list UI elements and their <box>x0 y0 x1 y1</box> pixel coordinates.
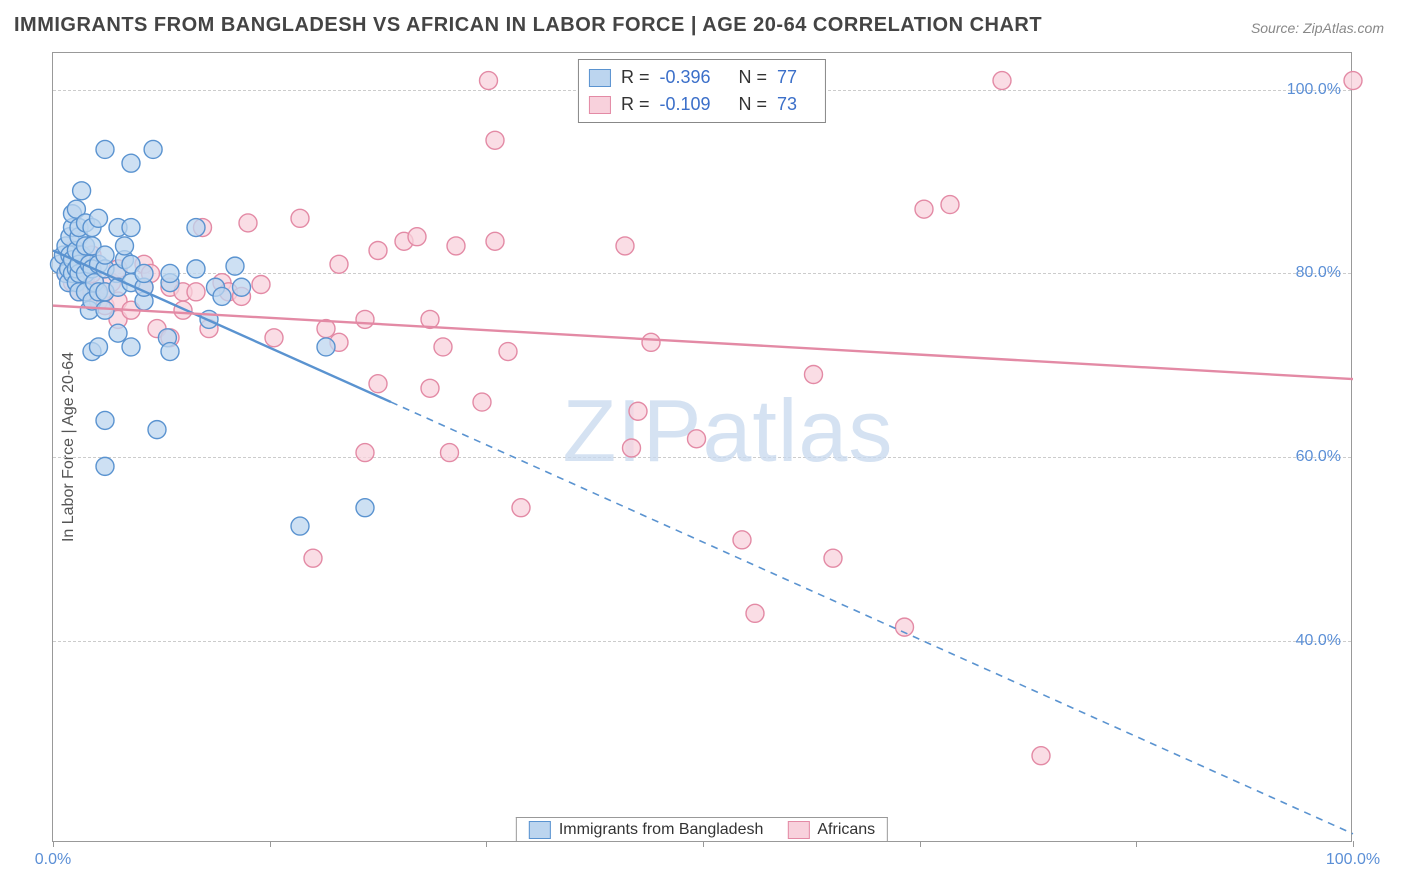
r-value-0: -0.396 <box>659 64 710 91</box>
data-point <box>480 72 498 90</box>
data-point <box>1032 747 1050 765</box>
x-tick-mark <box>270 841 271 847</box>
source-attribution: Source: ZipAtlas.com <box>1251 20 1384 36</box>
legend-bottom-swatch-1 <box>787 821 809 839</box>
data-point <box>122 154 140 172</box>
data-point <box>993 72 1011 90</box>
n-value-1: 73 <box>777 91 797 118</box>
data-point <box>824 549 842 567</box>
chart-plot-area: In Labor Force | Age 20-64 40.0%60.0%80.… <box>52 52 1352 842</box>
correlation-legend: R = -0.396 N = 77 R = -0.109 N = 73 <box>578 59 826 123</box>
data-point <box>122 219 140 237</box>
data-point <box>122 338 140 356</box>
data-point <box>616 237 634 255</box>
data-point <box>512 499 530 517</box>
series-name-0: Immigrants from Bangladesh <box>559 821 764 839</box>
chart-title: IMMIGRANTS FROM BANGLADESH VS AFRICAN IN… <box>14 14 1042 37</box>
data-point <box>421 379 439 397</box>
data-point <box>486 232 504 250</box>
x-tick-mark <box>1353 841 1354 847</box>
data-point <box>135 264 153 282</box>
legend-row-series-0: R = -0.396 N = 77 <box>589 64 815 91</box>
data-point <box>915 200 933 218</box>
data-point <box>73 182 91 200</box>
scatter-plot-svg <box>53 53 1351 841</box>
data-point <box>90 338 108 356</box>
x-tick-mark <box>920 841 921 847</box>
data-point <box>226 257 244 275</box>
x-tick-label: 0.0% <box>35 851 71 869</box>
data-point <box>642 333 660 351</box>
data-point <box>1344 72 1362 90</box>
data-point <box>623 439 641 457</box>
data-point <box>187 283 205 301</box>
series-name-1: Africans <box>817 821 875 839</box>
data-point <box>144 140 162 158</box>
data-point <box>805 366 823 384</box>
data-point <box>408 228 426 246</box>
data-point <box>96 411 114 429</box>
n-value-0: 77 <box>777 64 797 91</box>
data-point <box>174 301 192 319</box>
trend-line-dashed <box>391 402 1353 834</box>
series-legend: Immigrants from Bangladesh Africans <box>516 817 888 841</box>
source-label: Source: <box>1251 20 1299 36</box>
data-point <box>486 131 504 149</box>
data-point <box>317 338 335 356</box>
data-point <box>265 329 283 347</box>
data-point <box>629 402 647 420</box>
legend-item-1: Africans <box>787 821 875 839</box>
data-point <box>330 255 348 273</box>
legend-item-0: Immigrants from Bangladesh <box>529 821 764 839</box>
data-point <box>356 499 374 517</box>
data-point <box>96 246 114 264</box>
data-point <box>96 457 114 475</box>
data-point <box>148 421 166 439</box>
data-point <box>746 604 764 622</box>
x-tick-mark <box>486 841 487 847</box>
trend-line-solid <box>53 306 1353 379</box>
data-point <box>291 517 309 535</box>
source-value: ZipAtlas.com <box>1303 20 1384 36</box>
data-point <box>90 209 108 227</box>
legend-row-series-1: R = -0.109 N = 73 <box>589 91 815 118</box>
data-point <box>499 343 517 361</box>
data-point <box>447 237 465 255</box>
legend-bottom-swatch-0 <box>529 821 551 839</box>
data-point <box>187 219 205 237</box>
legend-swatch-0 <box>589 69 611 87</box>
data-point <box>291 209 309 227</box>
data-point <box>369 242 387 260</box>
data-point <box>356 444 374 462</box>
data-point <box>733 531 751 549</box>
x-tick-mark <box>703 841 704 847</box>
data-point <box>441 444 459 462</box>
data-point <box>213 287 231 305</box>
r-value-1: -0.109 <box>659 91 710 118</box>
data-point <box>941 196 959 214</box>
data-point <box>161 343 179 361</box>
data-point <box>233 278 251 296</box>
data-point <box>109 324 127 342</box>
data-point <box>252 275 270 293</box>
x-tick-mark <box>1136 841 1137 847</box>
data-point <box>688 430 706 448</box>
data-point <box>187 260 205 278</box>
data-point <box>96 301 114 319</box>
data-point <box>434 338 452 356</box>
data-point <box>356 310 374 328</box>
data-point <box>161 264 179 282</box>
x-tick-mark <box>53 841 54 847</box>
data-point <box>239 214 257 232</box>
data-point <box>96 140 114 158</box>
x-tick-label: 100.0% <box>1326 851 1380 869</box>
data-point <box>473 393 491 411</box>
data-point <box>896 618 914 636</box>
data-point <box>369 375 387 393</box>
data-point <box>116 237 134 255</box>
data-point <box>304 549 322 567</box>
legend-swatch-1 <box>589 96 611 114</box>
